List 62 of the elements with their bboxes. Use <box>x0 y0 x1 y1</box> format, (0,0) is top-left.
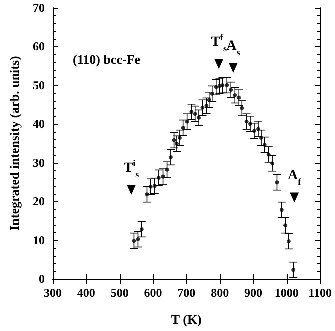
point <box>197 116 202 120</box>
point <box>210 92 214 96</box>
point <box>237 96 242 100</box>
point <box>148 184 153 189</box>
point <box>286 239 291 244</box>
annotation: (110) bcc-Fe <box>73 52 141 67</box>
point <box>244 120 249 124</box>
point <box>132 239 136 244</box>
point <box>181 126 186 130</box>
point <box>270 162 275 166</box>
point <box>185 120 190 124</box>
point <box>161 174 166 179</box>
point <box>262 143 267 148</box>
y-tick-label: 10 <box>33 233 45 248</box>
point <box>172 138 176 142</box>
y-tick-label: 0 <box>39 272 45 286</box>
point <box>229 88 234 92</box>
point <box>204 104 209 108</box>
point <box>156 176 161 180</box>
point <box>292 268 296 272</box>
x-tick-label: 900 <box>244 286 262 300</box>
point <box>165 168 170 172</box>
point <box>178 136 182 140</box>
point <box>266 152 271 157</box>
x-tick-label: 600 <box>144 286 162 300</box>
y-tick-label: 70 <box>33 1 45 15</box>
point <box>207 98 212 102</box>
point <box>193 112 198 116</box>
x-tick-label: 1100 <box>308 286 332 300</box>
point <box>275 180 280 185</box>
point <box>220 83 225 88</box>
y-tick-label: 20 <box>33 194 45 209</box>
point <box>168 155 173 160</box>
point <box>256 127 261 132</box>
y-axis-title: Integrated intensity (arb. units) <box>7 56 22 231</box>
y-tick-label: 60 <box>33 40 45 54</box>
point <box>280 208 284 212</box>
point <box>190 110 194 114</box>
point <box>252 129 256 134</box>
point <box>260 136 264 140</box>
point <box>248 122 252 126</box>
x-tick-label: 700 <box>178 286 196 300</box>
point <box>140 227 144 232</box>
point <box>200 106 205 110</box>
point <box>152 184 157 188</box>
x-tick-label: 300 <box>44 286 62 300</box>
x-axis-title: T (K) <box>171 312 202 327</box>
point <box>214 85 218 90</box>
y-tick-label: 30 <box>33 156 45 170</box>
point <box>284 224 288 228</box>
point <box>145 192 150 197</box>
point <box>136 238 140 242</box>
y-tick-label: 40 <box>33 117 45 132</box>
x-tick-label: 800 <box>211 286 230 300</box>
point <box>240 106 244 110</box>
x-tick-label: 1000 <box>274 286 299 300</box>
point <box>174 142 179 146</box>
x-tick-label: 500 <box>110 286 129 300</box>
x-tick-label: 400 <box>77 286 96 300</box>
point <box>225 83 230 88</box>
point <box>233 93 238 98</box>
y-tick-label: 50 <box>33 78 45 92</box>
